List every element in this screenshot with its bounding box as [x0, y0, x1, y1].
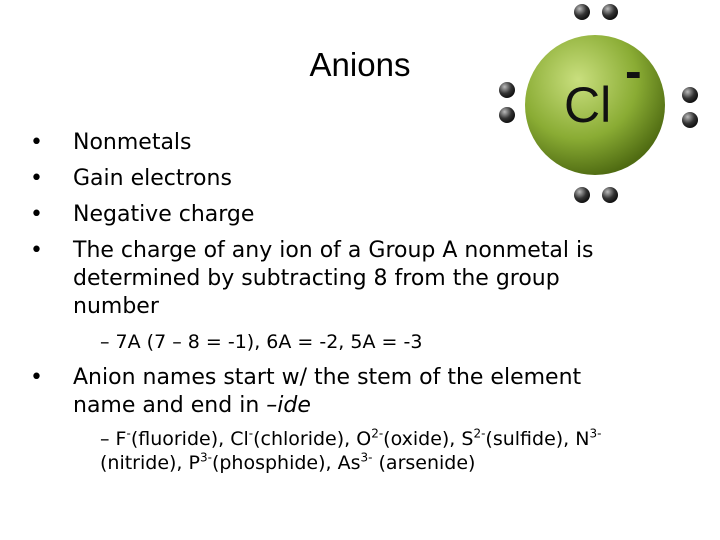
charge-superscript: 3-	[589, 426, 602, 441]
sub-bullet: – 7A (7 – 8 = -1), 6A = -2, 5A = -3	[100, 331, 423, 353]
text-run: (sulfide), N	[485, 428, 590, 450]
text-run: (nitride), P	[100, 452, 200, 474]
ion-charge: -	[625, 43, 642, 99]
bullet-text: Gain electrons	[73, 166, 232, 191]
text-run: (arsenide)	[372, 452, 476, 474]
bullet-text-part: Anion names start w/ the stem of the ele…	[73, 365, 582, 418]
bullet: • Nonmetals	[30, 130, 192, 155]
suffix: –ide	[266, 393, 311, 418]
charge-superscript: 2-	[473, 426, 486, 441]
bullet: • Negative charge	[30, 202, 255, 227]
element-symbol: Cl	[564, 77, 611, 133]
bullet-text: Negative charge	[73, 202, 255, 227]
slide-title: Anions	[309, 46, 411, 83]
charge-superscript: 3-	[199, 450, 212, 465]
text-run: (chloride), O	[253, 428, 372, 450]
text-run: (phosphide), As	[211, 452, 361, 474]
bullet: • The charge of any ion of a Group A nonm…	[30, 237, 650, 321]
text-run: (oxide), S	[383, 428, 474, 450]
text-run: (fluoride), Cl	[130, 428, 249, 450]
charge-superscript: 3-	[360, 450, 373, 465]
charge-superscript: -	[126, 426, 131, 441]
text-run: – F	[100, 428, 127, 450]
charge-superscript: 2-	[371, 426, 384, 441]
bullet: • Anion names start w/ the stem of the el…	[30, 364, 650, 420]
chloride-ion-image: Cl -	[499, 4, 698, 203]
charge-superscript: -	[248, 426, 254, 441]
sub-bullet: – F-(fluoride), Cl-(chloride), O2-(oxide…	[100, 427, 660, 475]
bullet-text: Nonmetals	[73, 130, 192, 155]
bullet-text: The charge of any ion of a Group A nonme…	[73, 238, 594, 319]
bullet-text: Anion names start w/ the stem of the ele…	[73, 364, 650, 420]
bullet: • Gain electrons	[30, 166, 232, 191]
